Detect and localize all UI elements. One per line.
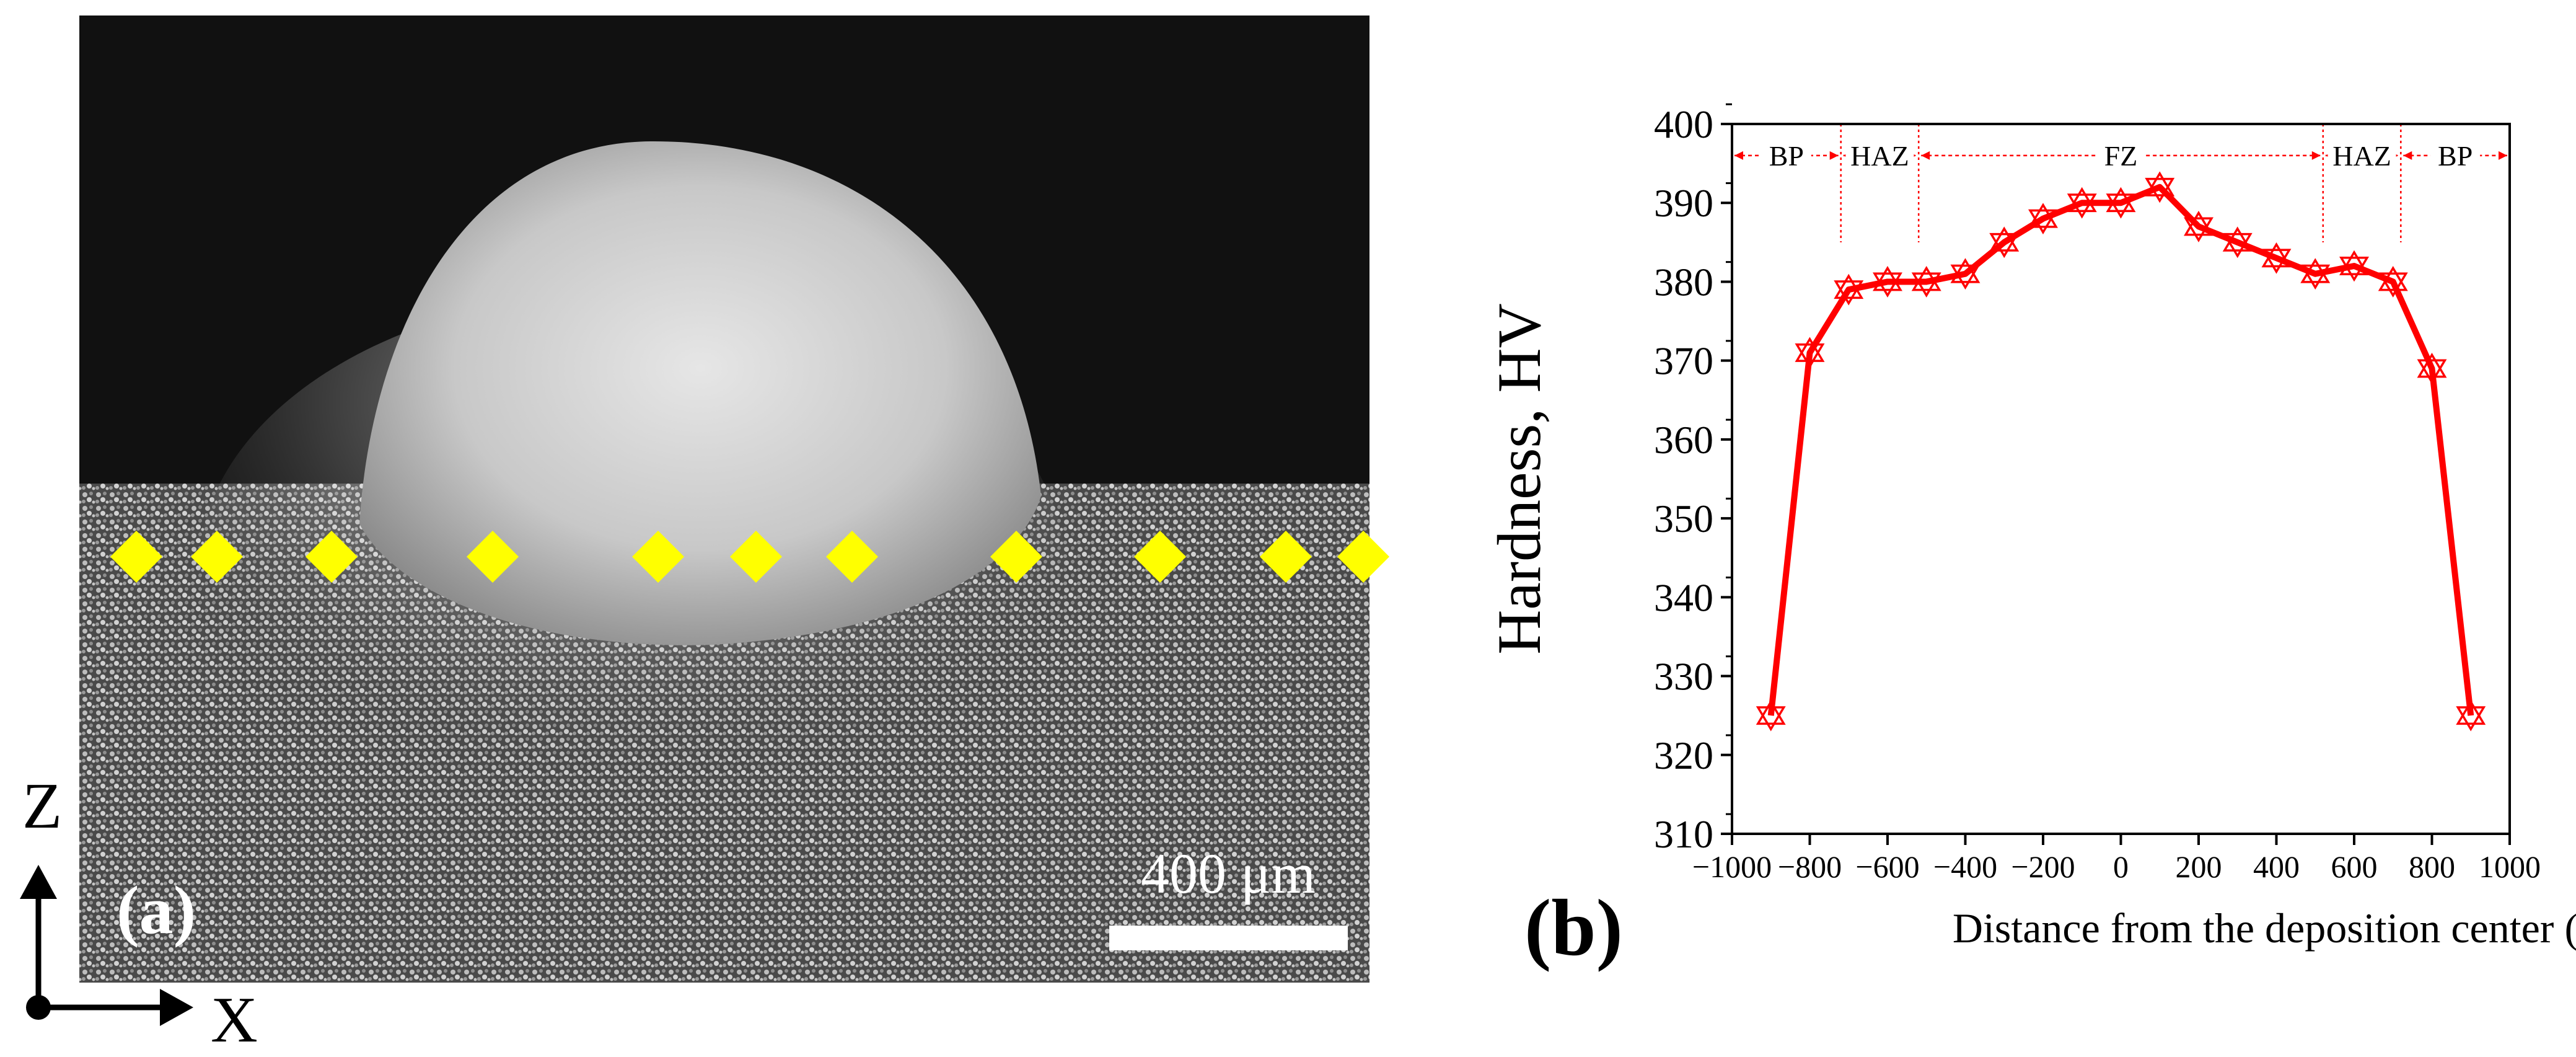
y-tick-label: 390	[1654, 181, 1713, 225]
x-tick-label: 600	[2331, 849, 2378, 884]
scale-bar	[1109, 926, 1348, 950]
region-arrow	[1921, 151, 1930, 160]
micrograph-figure: 400 μm (a) Z X	[0, 0, 1394, 1054]
x-axis-arrowhead	[160, 989, 193, 1026]
y-tick-label: 380	[1654, 260, 1713, 304]
x-tick-label: 0	[2113, 849, 2129, 884]
hardness-series-points	[1758, 174, 2484, 729]
x-tick-label: −200	[2011, 849, 2075, 884]
y-axis-title: Hardness, HV	[1485, 303, 1554, 655]
axis-origin	[26, 995, 51, 1020]
z-axis-label: Z	[22, 769, 62, 842]
x-tick-label: 800	[2409, 849, 2455, 884]
y-tick-label: 320	[1654, 733, 1713, 777]
region-arrow	[2403, 151, 2412, 160]
region-label: BP	[2438, 140, 2473, 172]
x-axis-label: X	[211, 983, 258, 1054]
x-axis-title: Distance from the deposition center (μm)	[1953, 904, 2576, 952]
y-tick-label: 350	[1654, 497, 1713, 541]
region-label: HAZ	[1850, 140, 1909, 172]
x-tick-label: −1000	[1692, 849, 1772, 884]
x-tick-label: 1000	[2479, 849, 2541, 884]
region-label: HAZ	[2332, 140, 2391, 172]
x-tick-label: −600	[1855, 849, 1919, 884]
y-tick-label: 340	[1654, 575, 1713, 619]
z-axis-arrowhead	[20, 865, 57, 899]
scale-bar-label: 400 μm	[1141, 842, 1316, 905]
y-tick-label: 330	[1654, 655, 1713, 699]
plot-frame	[1732, 124, 2510, 834]
series-line	[1771, 187, 2471, 715]
region-annotations: BP HAZ FZ HAZ BP	[1734, 124, 2507, 242]
y-tick-label: 400	[1654, 102, 1713, 146]
x-tick-label: 400	[2253, 849, 2300, 884]
region-arrow	[1830, 151, 1839, 160]
x-tick-label: 200	[2176, 849, 2222, 884]
region-label: BP	[1769, 140, 1804, 172]
hardness-chart-panel: BP HAZ FZ HAZ BP 310 320 330 340 350 360 370 380 390…	[1394, 0, 2576, 1054]
region-arrow	[1734, 151, 1743, 160]
hardness-series-line	[1771, 187, 2471, 715]
y-tick-label: 370	[1654, 339, 1713, 383]
region-arrow	[2499, 151, 2507, 160]
panel-b-label: (b)	[1524, 883, 1623, 973]
panel-a-label: (a)	[116, 872, 196, 948]
y-tick-label: 360	[1654, 418, 1713, 462]
micrograph-panel: 400 μm (a) Z X	[0, 0, 1394, 1054]
region-label: FZ	[2104, 140, 2138, 172]
x-tick-label: −400	[1933, 849, 1997, 884]
x-tick-label: −800	[1778, 849, 1842, 884]
region-arrow	[2312, 151, 2321, 160]
hardness-chart: BP HAZ FZ HAZ BP 310320330340350360370380390…	[1394, 0, 2576, 1054]
